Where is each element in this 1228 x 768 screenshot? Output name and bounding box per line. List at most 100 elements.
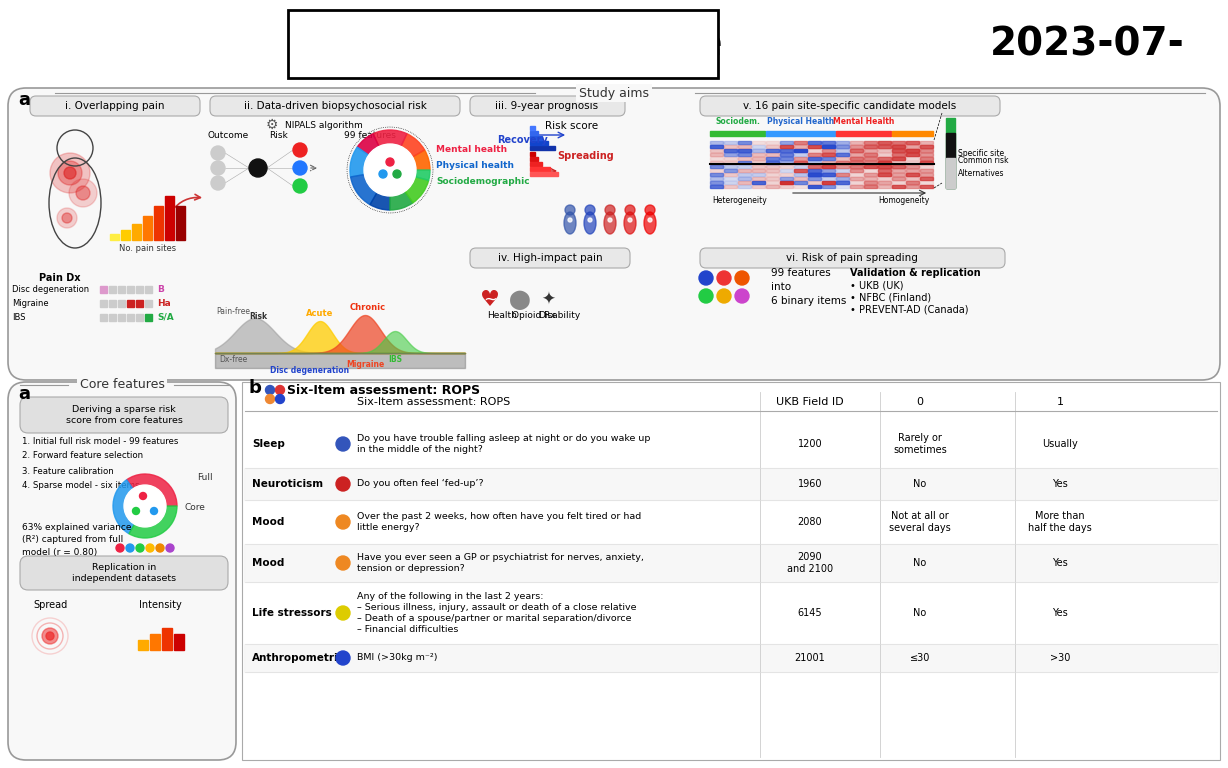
Circle shape	[585, 205, 596, 215]
Bar	[725, 177, 737, 180]
Circle shape	[336, 515, 350, 529]
Text: 21001: 21001	[795, 653, 825, 663]
Bar	[850, 144, 863, 148]
Text: Homogeneity: Homogeneity	[878, 196, 930, 205]
Bar	[725, 184, 737, 188]
Text: 0: 0	[916, 397, 923, 407]
Circle shape	[151, 508, 157, 515]
Bar	[780, 153, 793, 156]
Text: Sociodemographic: Sociodemographic	[436, 177, 529, 187]
Text: Disability: Disability	[538, 310, 581, 319]
Bar	[752, 164, 765, 168]
Bar	[865, 184, 877, 188]
Bar	[126, 314, 134, 321]
Bar	[920, 184, 933, 188]
Bar	[906, 164, 919, 168]
Circle shape	[56, 208, 77, 228]
Bar	[878, 164, 892, 168]
Bar	[738, 148, 752, 152]
Bar	[795, 157, 807, 160]
Bar	[906, 157, 919, 160]
Circle shape	[605, 205, 615, 215]
Bar	[780, 164, 793, 168]
Bar	[850, 184, 863, 188]
Wedge shape	[350, 147, 368, 177]
Text: Do you often feel ‘fed-up’?: Do you often feel ‘fed-up’?	[357, 479, 484, 488]
Bar	[766, 177, 779, 180]
Bar	[725, 180, 737, 184]
FancyBboxPatch shape	[9, 88, 1219, 380]
Bar	[920, 141, 933, 144]
Text: Mood: Mood	[252, 517, 285, 527]
Circle shape	[124, 485, 166, 527]
Bar	[836, 173, 849, 176]
Text: Spreading: Spreading	[558, 151, 614, 161]
Text: 2. Forward feature selection: 2. Forward feature selection	[22, 452, 144, 461]
Bar	[752, 184, 765, 188]
Text: • PREVENT-AD (Canada): • PREVENT-AD (Canada)	[850, 304, 969, 314]
Circle shape	[293, 161, 307, 175]
Bar	[822, 148, 835, 152]
Bar	[920, 168, 933, 172]
Bar	[738, 168, 752, 172]
Circle shape	[393, 170, 402, 178]
Text: Full: Full	[198, 474, 212, 482]
Bar	[710, 173, 723, 176]
Text: iv. High-impact pain: iv. High-impact pain	[497, 253, 602, 263]
Text: Neuroticism: Neuroticism	[252, 479, 323, 489]
Bar	[136, 300, 142, 307]
Text: 1200: 1200	[798, 439, 823, 449]
Bar	[822, 164, 835, 168]
Bar	[865, 164, 877, 168]
Bar	[892, 148, 905, 152]
Bar	[244, 544, 1218, 582]
Text: Physical health: Physical health	[436, 161, 515, 170]
Bar	[920, 177, 933, 180]
Bar	[878, 168, 892, 172]
Text: Health: Health	[488, 310, 517, 319]
Bar	[530, 167, 550, 171]
Text: 1. Initial full risk model - 99 features: 1. Initial full risk model - 99 features	[22, 436, 178, 445]
Text: ⬤: ⬤	[510, 290, 530, 310]
Bar	[145, 314, 152, 321]
Circle shape	[293, 143, 307, 157]
Text: 99 features
into
6 binary items: 99 features into 6 binary items	[771, 268, 846, 306]
Bar	[865, 177, 877, 180]
Bar	[822, 168, 835, 172]
Bar	[850, 164, 863, 168]
Bar	[710, 177, 723, 180]
Circle shape	[699, 271, 713, 285]
Text: Deriving a sparse risk
score from core features: Deriving a sparse risk score from core f…	[65, 405, 183, 425]
Bar	[836, 148, 849, 152]
Text: Yes: Yes	[1052, 608, 1068, 618]
Circle shape	[45, 632, 54, 640]
Bar	[865, 153, 877, 156]
Text: Core features: Core features	[80, 379, 165, 392]
Bar	[766, 131, 835, 136]
Bar	[822, 180, 835, 184]
Text: Ha: Ha	[157, 299, 171, 307]
Text: Pain-free: Pain-free	[216, 307, 251, 316]
Bar	[836, 168, 849, 172]
Bar	[710, 141, 723, 144]
Circle shape	[265, 386, 275, 395]
FancyBboxPatch shape	[470, 96, 625, 116]
Wedge shape	[357, 134, 379, 155]
Bar	[808, 144, 822, 148]
Bar	[725, 141, 737, 144]
Text: Mood: Mood	[252, 558, 285, 568]
Text: ii. Data-driven biopsychosocial risk: ii. Data-driven biopsychosocial risk	[243, 101, 426, 111]
Bar	[766, 173, 779, 176]
Bar	[850, 177, 863, 180]
Text: ⚙: ⚙	[265, 118, 279, 132]
Text: Migraine: Migraine	[12, 299, 49, 307]
Text: Over the past 2 weeks, how often have you felt tired or had
little energy?: Over the past 2 weeks, how often have yo…	[357, 512, 641, 532]
Bar	[710, 168, 723, 172]
Bar	[906, 180, 919, 184]
Bar	[906, 168, 919, 172]
Circle shape	[386, 158, 394, 166]
FancyBboxPatch shape	[20, 556, 228, 590]
Text: Chronic: Chronic	[350, 303, 386, 312]
Text: • UKB (UK): • UKB (UK)	[850, 280, 904, 290]
Bar	[738, 161, 752, 164]
